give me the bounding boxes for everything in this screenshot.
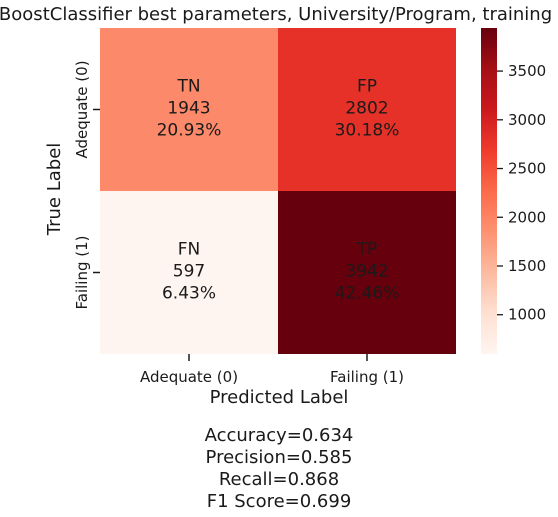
y-axis-ticks: Adequate (0) Failing (1)	[73, 60, 100, 310]
cell-tag: TN	[176, 77, 200, 97]
cell-count: 2802	[345, 99, 388, 119]
x-axis-ticks: Adequate (0) Failing (1)	[140, 354, 404, 386]
heatmap-cell	[278, 28, 456, 191]
cell-percent: 30.18%	[335, 121, 400, 141]
colorbar-tick-label: 1000	[508, 306, 546, 324]
metric-line: Recall=0.868	[219, 469, 339, 490]
heatmap-cell	[100, 191, 278, 354]
cell-tag: TP	[356, 240, 378, 260]
colorbar-tick-label: 3500	[508, 62, 546, 80]
y-tick-label: Failing (1)	[73, 236, 91, 310]
cell-count: 1943	[167, 99, 210, 119]
colorbar-tick-label: 1500	[508, 257, 546, 275]
heatmap-cell	[278, 191, 456, 354]
y-axis-label: True Label	[44, 143, 65, 237]
x-tick-label: Failing (1)	[330, 368, 404, 386]
colorbar: 1000 1500 2000 2500 3000 3500	[481, 28, 546, 354]
cell-percent: 42.46%	[335, 284, 400, 304]
colorbar-tick-label: 2500	[508, 160, 546, 178]
chart-title: XGBoostClassifier best parameters, Unive…	[0, 4, 558, 25]
cell-tag: FN	[178, 240, 201, 260]
cell-count: 597	[173, 262, 205, 282]
heatmap-cell	[100, 28, 278, 191]
metric-line: Precision=0.585	[206, 447, 353, 468]
metric-line: Accuracy=0.634	[205, 425, 354, 446]
colorbar-tick-label: 2000	[508, 208, 546, 226]
metrics-text: Accuracy=0.634Precision=0.585Recall=0.86…	[205, 425, 354, 512]
cell-percent: 20.93%	[157, 121, 222, 141]
metric-line: F1 Score=0.699	[207, 491, 352, 512]
y-tick-label: Adequate (0)	[73, 60, 91, 158]
cell-count: 3942	[345, 262, 388, 282]
colorbar-tick-label: 3000	[508, 111, 546, 129]
x-axis-label: Predicted Label	[210, 387, 349, 408]
cell-percent: 6.43%	[162, 284, 216, 304]
cell-tag: FP	[357, 77, 377, 97]
colorbar-gradient	[481, 28, 497, 354]
x-tick-label: Adequate (0)	[140, 368, 238, 386]
